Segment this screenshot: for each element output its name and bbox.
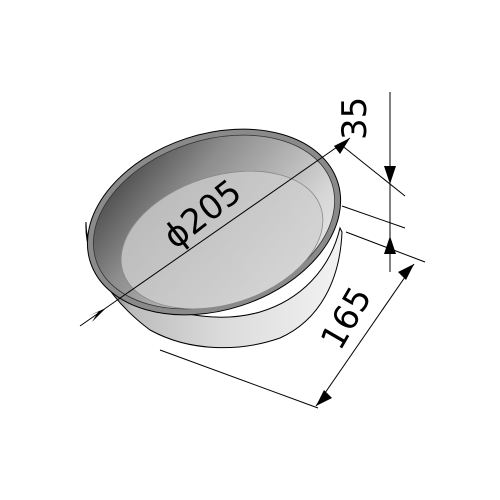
diameter-arrow-top (334, 138, 350, 154)
pan-floor (120, 170, 324, 310)
height-label: 35 (335, 97, 375, 140)
diameter-arrow-bottom (88, 308, 106, 322)
bottom-arrow-top (398, 264, 414, 280)
baking-pan (85, 128, 343, 349)
height-arrow-bottom (384, 236, 396, 254)
height-arrow-top (384, 166, 396, 184)
bottom-arrow-bottom (316, 390, 332, 406)
height-dimension: 35 (335, 97, 396, 254)
